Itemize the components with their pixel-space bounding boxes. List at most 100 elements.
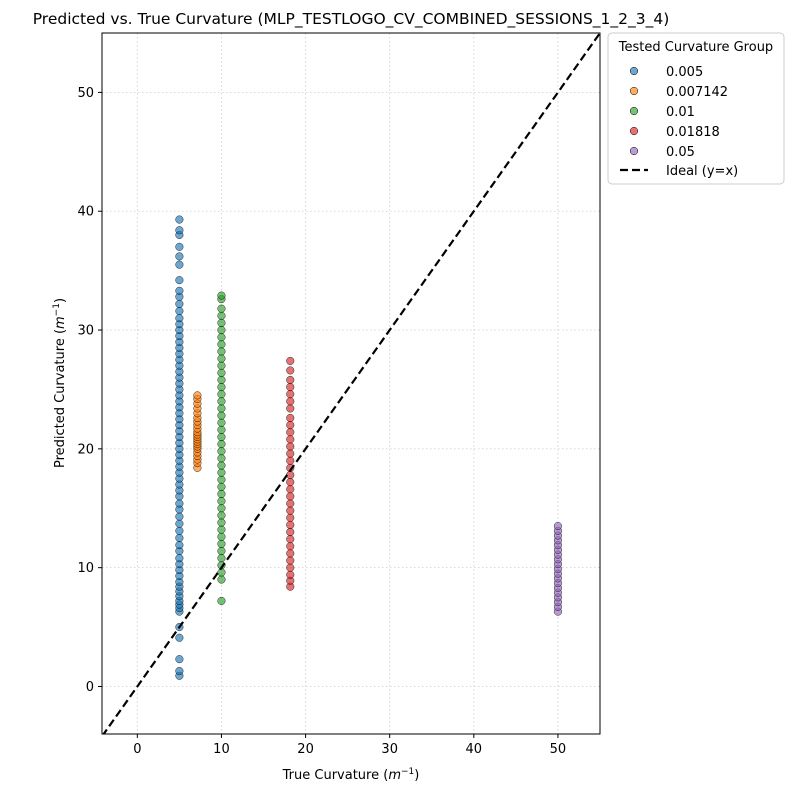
data-point [286,499,295,508]
ideal-line [102,33,600,734]
data-point [175,526,184,535]
legend-marker [629,86,639,96]
data-point [217,304,226,313]
data-point [175,215,184,224]
data-point [217,318,226,327]
data-point [286,397,295,406]
data-point [286,456,295,465]
data-point [217,525,226,534]
data-point [286,435,295,444]
data-point [286,506,295,515]
chart-title: Predicted vs. True Curvature (MLP_TESTLO… [33,10,670,29]
legend-title: Tested Curvature Group [618,40,773,55]
legend-marker [629,66,639,76]
y-tick-label: 10 [77,561,94,576]
data-point [217,368,226,377]
data-point [217,518,226,527]
data-point [193,391,202,400]
data-point [175,666,184,676]
data-point [217,596,226,605]
legend-label: 0.05 [666,145,695,160]
data-point [286,563,295,572]
data-point [553,522,562,531]
data-point [217,411,226,420]
data-point [286,421,295,430]
y-tick-label: 30 [77,324,94,339]
data-point [286,492,295,501]
data-point [217,361,226,370]
data-point [217,347,226,356]
data-point [175,276,184,285]
data-point [217,539,226,548]
data-point [286,449,295,458]
data-point [286,375,295,384]
data-point [217,425,226,434]
data-point [217,390,226,399]
legend-label: 0.007142 [666,85,728,100]
legend-label: 0.005 [666,65,703,80]
y-tick-label: 20 [77,442,94,457]
data-point [217,532,226,541]
data-point [286,542,295,551]
data-point [217,325,226,335]
data-point [175,519,184,528]
legend: Tested Curvature Group 0.005 0.007142 0.01… [607,32,785,185]
data-point [217,404,226,413]
x-tick-label: 10 [213,742,230,757]
data-points [175,215,562,680]
data-point [286,520,295,529]
y-axis-label: Predicted Curvature (m−1) [52,298,68,468]
data-point [175,533,184,543]
data-point [217,447,226,456]
plot-frame [101,32,601,735]
x-tick-label: 30 [381,742,398,757]
data-point [286,485,295,494]
legend-marker [629,106,639,116]
data-point [217,418,226,427]
data-point [217,383,226,392]
data-point [286,442,295,451]
x-tick-label: 40 [466,742,483,757]
x-tick-label: 50 [550,742,567,757]
x-tick-label: 0 [133,742,141,757]
data-point [217,354,226,363]
data-point [286,404,295,413]
legend-ideal-label: Ideal (y=x) [666,164,738,179]
data-point [286,535,295,544]
data-point [217,475,226,484]
data-point [217,504,226,513]
data-point [286,383,295,392]
data-point [286,356,295,365]
data-point [286,470,295,480]
data-point [175,314,184,323]
data-point [286,513,295,522]
data-point [217,468,226,477]
legend-marker [629,146,639,156]
data-point [286,556,295,565]
data-point [175,252,184,261]
data-point [175,242,184,251]
legend-marker [629,126,639,136]
data-point [175,512,184,521]
data-point [175,260,184,269]
data-point [217,511,226,520]
data-point [217,546,226,556]
y-tick-label: 40 [77,205,94,220]
data-point [286,570,295,579]
plot-background [102,33,600,734]
data-point [286,549,295,558]
y-tick-label: 50 [77,86,94,101]
data-point [175,655,184,664]
data-point [217,440,226,449]
y-tick-label: 0 [86,680,94,695]
data-point [217,454,226,463]
data-point [286,390,295,399]
data-point [217,340,226,349]
data-point [217,333,226,342]
data-point [217,461,226,470]
data-point [175,299,184,308]
data-point [217,482,226,491]
data-point [175,499,184,508]
data-point [286,527,295,537]
